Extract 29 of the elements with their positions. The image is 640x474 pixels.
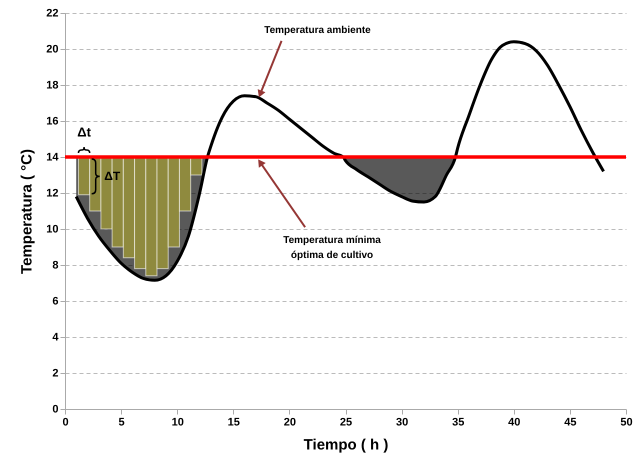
x-tick-label: 10: [172, 416, 184, 428]
y-axis-title: Temperatura ( °C): [18, 149, 36, 274]
x-tick-label: 45: [564, 416, 577, 428]
x-tick-label: 50: [620, 416, 633, 428]
y-tick-label: 0: [52, 404, 58, 416]
y-tick-label: 14: [46, 152, 60, 164]
x-tick-label: 0: [62, 416, 69, 428]
x-axis-title: Tiempo ( h ): [304, 436, 388, 454]
x-tick-label: 5: [118, 416, 125, 428]
y-tick-label: 2: [52, 368, 58, 380]
x-tick-label: 20: [284, 416, 296, 428]
x-tick-label: 30: [396, 416, 408, 428]
ref-line-label: Temperatura mínima óptima de cultivo: [283, 234, 382, 261]
x-tick-label: 25: [340, 416, 352, 428]
y-tick-label: 12: [46, 188, 58, 200]
y-tick-label: 20: [46, 44, 58, 56]
y-tick-label: 22: [46, 8, 58, 20]
annotation: Δt: [77, 124, 92, 140]
line-series: [74, 40, 606, 282]
y-tick-label: 6: [52, 296, 58, 308]
y-tick-label: 16: [46, 116, 58, 128]
x-tick-label: 40: [508, 416, 520, 428]
y-tick-label: 8: [52, 260, 58, 272]
x-tick-label: 15: [228, 416, 240, 428]
annotation: Temperatura ambiente: [264, 25, 372, 36]
x-tick-label: 35: [452, 416, 464, 428]
y-tick-label: 18: [46, 80, 58, 92]
y-tick-label: 4: [52, 332, 60, 344]
y-tick-label: 10: [46, 224, 58, 236]
